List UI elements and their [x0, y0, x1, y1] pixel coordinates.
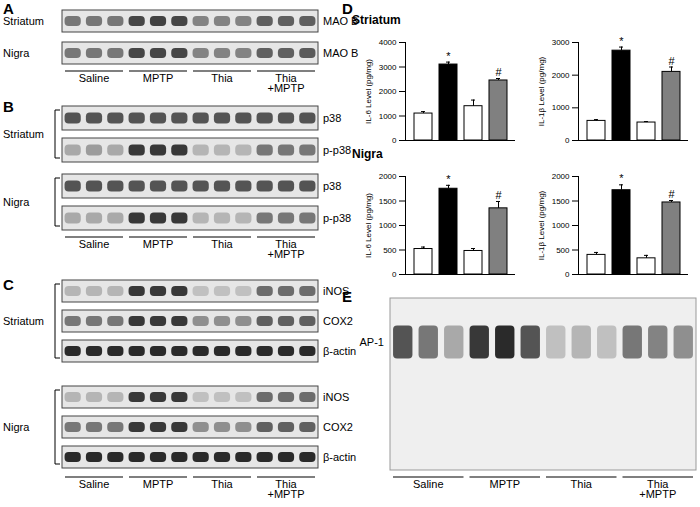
- svg-text:0: 0: [392, 136, 397, 145]
- svg-text:0: 0: [392, 270, 397, 279]
- svg-text:Saline: Saline: [79, 72, 110, 84]
- svg-text:Thia+MPTP: Thia+MPTP: [268, 72, 305, 94]
- svg-text:500: 500: [383, 246, 397, 255]
- svg-text:IL-1β Level (pg/mg): IL-1β Level (pg/mg): [537, 56, 546, 126]
- svg-text:IL-6 Level (pg/mg): IL-6 Level (pg/mg): [364, 193, 373, 258]
- svg-text:B: B: [3, 98, 14, 115]
- svg-text:1500: 1500: [552, 197, 570, 206]
- svg-text:1000: 1000: [552, 103, 570, 112]
- svg-text:1000: 1000: [552, 221, 570, 230]
- svg-text:p38: p38: [323, 180, 341, 192]
- svg-text:500: 500: [556, 246, 570, 255]
- svg-text:MPTP: MPTP: [143, 72, 174, 84]
- svg-text:Striatum: Striatum: [3, 128, 44, 140]
- svg-text:1000: 1000: [379, 112, 397, 121]
- svg-text:Saline: Saline: [413, 478, 444, 490]
- svg-text:2000: 2000: [552, 172, 570, 181]
- svg-text:*: *: [619, 172, 624, 184]
- svg-text:MPTP: MPTP: [143, 478, 174, 490]
- svg-text:*: *: [446, 50, 451, 62]
- svg-text:Striatum: Striatum: [3, 315, 44, 327]
- svg-text:1000: 1000: [379, 221, 397, 230]
- svg-text:3000: 3000: [379, 63, 397, 72]
- svg-text:Thia: Thia: [571, 478, 593, 490]
- svg-text:β-actin: β-actin: [323, 345, 356, 357]
- svg-text:#: #: [668, 188, 675, 200]
- svg-text:Thia+MPTP: Thia+MPTP: [268, 478, 305, 500]
- svg-text:2000: 2000: [379, 87, 397, 96]
- svg-text:4000: 4000: [379, 38, 397, 47]
- svg-text:D: D: [342, 0, 353, 17]
- svg-text:*: *: [446, 173, 451, 185]
- svg-text:*: *: [619, 35, 624, 47]
- svg-text:2000: 2000: [552, 71, 570, 80]
- svg-text:E: E: [342, 288, 352, 305]
- svg-text:3000: 3000: [552, 38, 570, 47]
- svg-text:iNOS: iNOS: [323, 285, 350, 297]
- svg-text:Thia: Thia: [211, 478, 233, 490]
- svg-text:Saline: Saline: [79, 478, 110, 490]
- svg-text:IL-6 Level (pg/mg): IL-6 Level (pg/mg): [364, 59, 373, 124]
- svg-text:1500: 1500: [379, 197, 397, 206]
- svg-text:0: 0: [565, 270, 570, 279]
- svg-text:#: #: [668, 55, 675, 67]
- svg-text:2000: 2000: [379, 172, 397, 181]
- svg-text:0: 0: [565, 136, 570, 145]
- svg-text:p38: p38: [323, 112, 341, 124]
- svg-text:iNOS: iNOS: [323, 391, 349, 403]
- svg-text:C: C: [3, 276, 14, 293]
- svg-text:p-p38: p-p38: [323, 144, 351, 156]
- svg-text:p-p38: p-p38: [323, 212, 351, 224]
- svg-text:MAO B: MAO B: [323, 15, 359, 27]
- svg-text:IL-1β Level (pg/mg): IL-1β Level (pg/mg): [537, 190, 546, 260]
- svg-text:COX2: COX2: [323, 421, 353, 433]
- svg-text:Thia+MPTP: Thia+MPTP: [639, 478, 676, 500]
- svg-text:Saline: Saline: [79, 238, 110, 250]
- svg-text:Thia: Thia: [211, 72, 233, 84]
- svg-text:Thia: Thia: [211, 238, 233, 250]
- svg-text:COX2: COX2: [323, 315, 353, 327]
- svg-text:Striatum: Striatum: [352, 13, 401, 27]
- svg-text:A: A: [3, 0, 14, 17]
- svg-text:#: #: [495, 189, 502, 201]
- svg-text:Striatum: Striatum: [3, 15, 44, 27]
- svg-text:MAO B: MAO B: [323, 47, 358, 59]
- svg-text:Nigra: Nigra: [352, 147, 383, 161]
- svg-text:Nigra: Nigra: [3, 47, 30, 59]
- svg-text:Nigra: Nigra: [3, 421, 30, 433]
- svg-text:Nigra: Nigra: [3, 196, 30, 208]
- svg-text:β-actin: β-actin: [323, 451, 356, 463]
- svg-text:MPTP: MPTP: [143, 238, 174, 250]
- svg-text:AP-1: AP-1: [360, 336, 384, 348]
- svg-text:Thia+MPTP: Thia+MPTP: [268, 238, 305, 260]
- svg-text:#: #: [495, 66, 502, 78]
- svg-text:MPTP: MPTP: [489, 478, 520, 490]
